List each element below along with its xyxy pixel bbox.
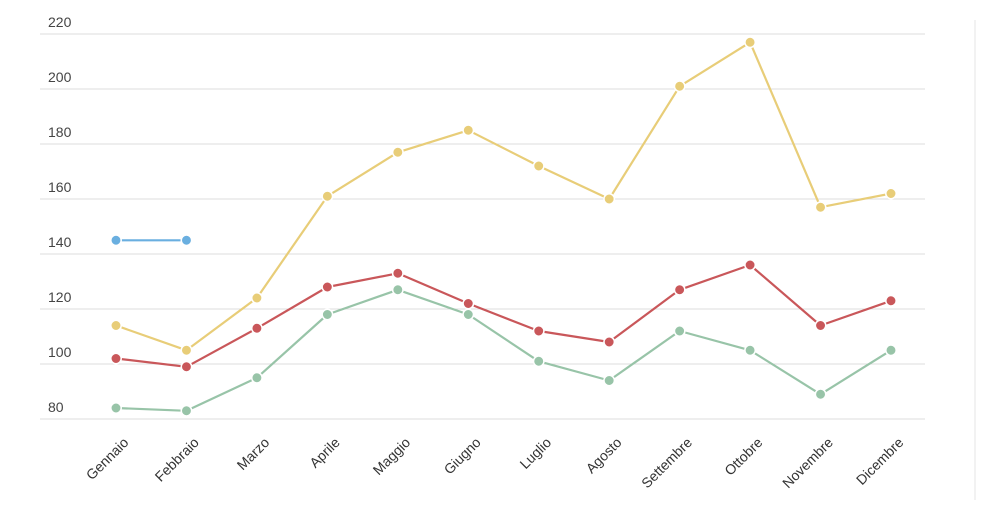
x-tick-label: Maggio (370, 434, 414, 478)
data-point[interactable] (391, 283, 404, 296)
x-tick-label: Ottobre (721, 434, 765, 478)
series-line (115, 288, 892, 412)
series-2 (110, 283, 897, 417)
x-tick-label: Settembre (638, 434, 695, 491)
y-tick-label: 180 (48, 124, 72, 140)
y-tick-label: 140 (48, 234, 72, 250)
data-point[interactable] (744, 36, 757, 49)
data-point[interactable] (532, 160, 545, 172)
data-point[interactable] (250, 371, 263, 384)
data-point[interactable] (180, 360, 193, 373)
data-point[interactable] (110, 234, 122, 247)
x-tick-label: Dicembre (853, 434, 907, 488)
data-point[interactable] (321, 190, 334, 203)
data-point[interactable] (885, 187, 897, 200)
data-point[interactable] (180, 234, 193, 247)
data-point[interactable] (180, 344, 193, 357)
data-point[interactable] (462, 308, 475, 321)
x-tick-label: Giugno (441, 434, 484, 477)
x-tick-label: Luglio (516, 434, 554, 472)
data-point[interactable] (673, 325, 686, 337)
data-point[interactable] (532, 355, 545, 368)
data-point[interactable] (391, 146, 404, 159)
x-tick-label: Marzo (234, 434, 273, 473)
data-point[interactable] (462, 124, 475, 137)
data-point[interactable] (391, 267, 404, 280)
y-tick-label: 120 (48, 289, 72, 305)
data-point[interactable] (180, 404, 193, 417)
series-line (115, 263, 892, 368)
x-axis-tick-labels: Gennaio Febbraio Marzo Aprile Maggio Giugno Lu… (83, 434, 907, 491)
series-0 (110, 36, 897, 357)
y-tick-label: 80 (48, 399, 64, 415)
data-point[interactable] (321, 308, 334, 321)
x-tick-label: Febbraio (152, 434, 203, 485)
series-line (115, 41, 892, 352)
data-series (110, 36, 897, 417)
series-1 (110, 259, 897, 373)
data-point[interactable] (532, 325, 545, 337)
data-point[interactable] (250, 292, 263, 304)
data-point[interactable] (673, 283, 686, 296)
gridlines (40, 33, 925, 420)
data-point[interactable] (744, 344, 757, 357)
data-point[interactable] (814, 319, 827, 332)
data-point[interactable] (250, 322, 263, 335)
data-point[interactable] (110, 319, 122, 332)
x-tick-label: Agosto (583, 434, 625, 476)
x-tick-label: Novembre (779, 434, 836, 491)
data-point[interactable] (885, 344, 897, 357)
x-tick-label: Aprile (306, 434, 343, 471)
data-point[interactable] (603, 193, 616, 205)
data-point[interactable] (814, 201, 827, 214)
data-point[interactable] (462, 297, 475, 310)
data-point[interactable] (110, 402, 122, 414)
data-point[interactable] (885, 294, 897, 307)
series-3 (110, 234, 193, 247)
data-point[interactable] (321, 281, 334, 293)
y-tick-label: 160 (48, 179, 72, 195)
y-tick-label: 100 (48, 344, 72, 360)
data-point[interactable] (744, 259, 757, 271)
data-point[interactable] (603, 336, 616, 348)
data-point[interactable] (814, 388, 827, 401)
y-tick-label: 220 (48, 14, 72, 30)
data-point[interactable] (673, 80, 686, 93)
data-point[interactable] (603, 374, 616, 387)
data-point[interactable] (110, 352, 122, 365)
y-tick-label: 200 (48, 69, 72, 85)
x-tick-label: Gennaio (83, 434, 132, 483)
y-axis-tick-labels: 80 100 120 140 160 180 200 220 (48, 14, 72, 415)
